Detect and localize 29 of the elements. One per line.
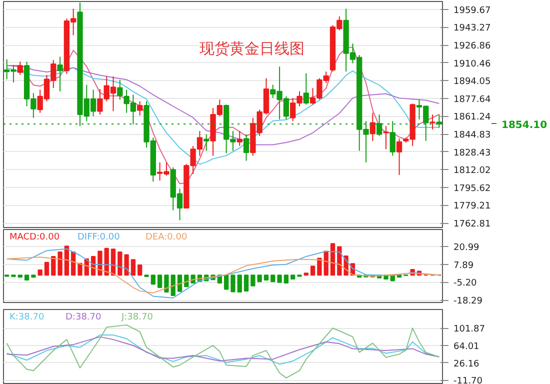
- y-tick-label: 101.87: [454, 324, 485, 335]
- y-tick-label: -11.70: [454, 376, 483, 384]
- y-tick-label: 1926.86: [454, 42, 491, 52]
- y-tick-label: 20.99: [454, 243, 480, 254]
- text: DEA:0.00: [146, 232, 188, 242]
- y-tick-label: 1877.64: [454, 94, 491, 105]
- series-label: MACD:0.00: [10, 232, 60, 242]
- y-tick-label: 1844.83: [454, 130, 491, 141]
- y-tick-label: 1795.62: [454, 184, 491, 194]
- y-tick-label: 1828.43: [454, 148, 491, 158]
- series-label: J:38.70: [120, 312, 154, 322]
- text: 现货黄金日线图: [200, 40, 305, 58]
- y-tick-label: 1812.02: [454, 166, 491, 176]
- y-tick-label: 1861.24: [454, 112, 491, 123]
- y-tick-label: 1943.27: [454, 24, 491, 34]
- y-tick-label: 64.01: [454, 342, 480, 352]
- y-tick-label: 7.89: [454, 260, 474, 271]
- y-tick-label: 1910.46: [454, 59, 491, 70]
- y-tick-label: 1779.21: [454, 202, 491, 212]
- y-tick-label: 1894.05: [454, 77, 491, 88]
- y-tick-label: 26.16: [454, 359, 480, 370]
- y-tick-label: 1959.67: [454, 6, 491, 16]
- text: K:38.70: [10, 312, 44, 322]
- series-label: DIFF:0.00: [78, 232, 120, 242]
- series-label: D:38.70: [66, 312, 102, 322]
- y-tick-label: -18.29: [454, 296, 483, 307]
- y-tick-label: -5.20: [454, 278, 478, 289]
- ref-line-label: 1854.10: [502, 120, 548, 131]
- y-tick-label: 1762.81: [454, 220, 491, 230]
